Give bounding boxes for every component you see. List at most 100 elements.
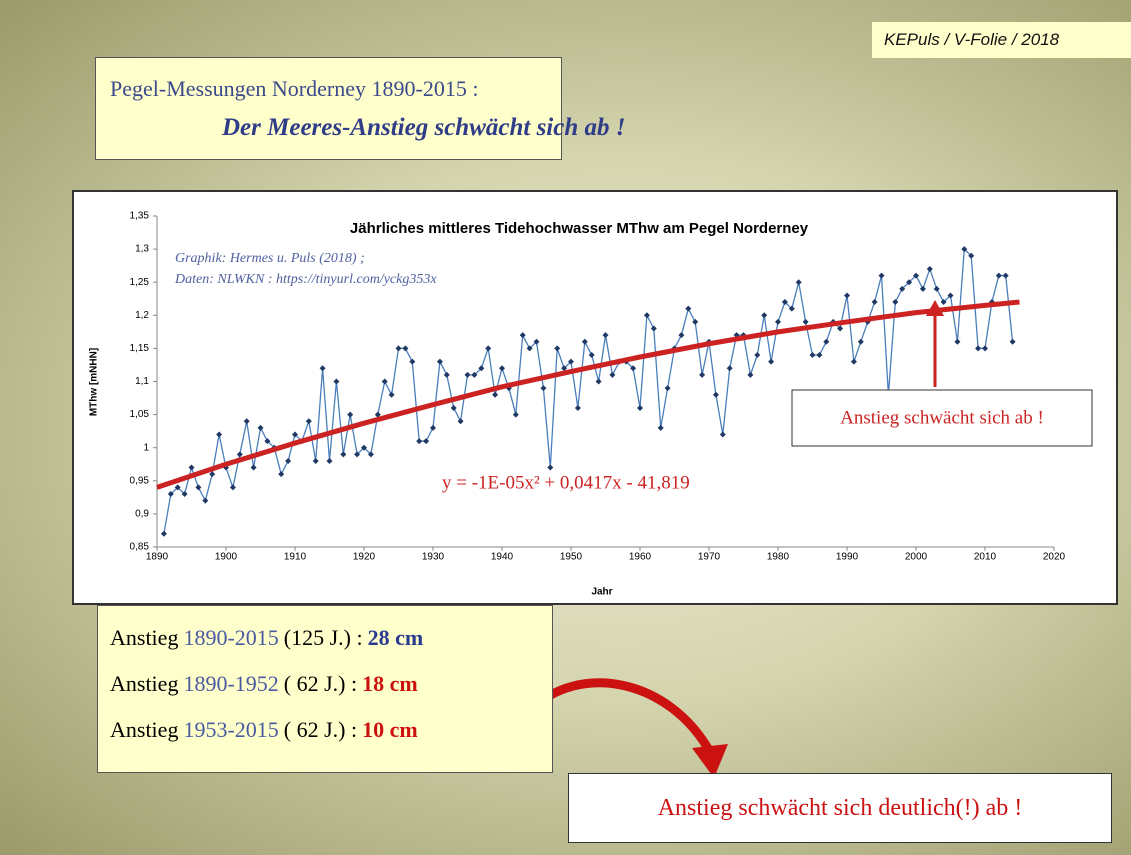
data-point	[837, 325, 844, 332]
data-point	[878, 272, 885, 279]
data-point	[678, 332, 685, 339]
y-tick-label: 0,85	[130, 542, 150, 553]
x-tick-label: 1910	[284, 552, 307, 563]
chart: Jährliches mittleres Tidehochwasser MThw…	[89, 211, 1093, 598]
data-point	[340, 451, 347, 458]
title-line: Pegel-Messungen Norderney 1890-2015 :	[110, 76, 479, 101]
y-tick-label: 1,05	[130, 409, 150, 420]
data-point	[781, 299, 788, 306]
data-point	[381, 378, 388, 385]
data-point	[954, 338, 961, 345]
data-point	[816, 352, 823, 359]
summary-part: Anstieg	[110, 671, 179, 696]
data-point	[264, 438, 271, 445]
data-point	[788, 305, 795, 312]
data-point	[209, 471, 216, 478]
data-point	[595, 378, 602, 385]
data-point	[540, 385, 547, 392]
summary-row: Anstieg 1953-2015( 62 J.) :10 cm	[110, 708, 552, 754]
y-tick-label: 1,1	[135, 376, 149, 387]
data-point	[367, 451, 374, 458]
data-point	[257, 424, 264, 431]
x-axis-label: Jahr	[591, 587, 612, 598]
summary-part: ( 62 J.) :	[283, 671, 358, 696]
data-point	[395, 345, 402, 352]
data-point	[982, 345, 988, 352]
data-point	[650, 325, 657, 332]
data-point	[319, 365, 326, 372]
y-tick-label: 1,3	[135, 244, 149, 255]
data-point	[1009, 338, 1016, 345]
data-point	[361, 444, 367, 451]
data-point	[409, 358, 416, 365]
data-point	[795, 279, 802, 286]
data-point	[181, 491, 188, 498]
data-point	[195, 484, 202, 491]
data-point	[167, 491, 174, 498]
data-point	[478, 365, 485, 372]
data-point	[871, 299, 878, 306]
annotation: Anstieg schwächt sich ab !	[840, 407, 1044, 428]
data-point	[326, 457, 333, 464]
x-tick-label: 2010	[974, 552, 997, 563]
data-point	[285, 457, 292, 464]
equation: y = -1E-05x² + 0,0417x - 41,819	[442, 472, 690, 493]
data-point	[354, 451, 361, 458]
data-point	[588, 352, 595, 359]
summary-box: Anstieg 1890-2015 (125 J.) :28 cm Anstieg 18…	[97, 605, 553, 773]
data-point	[347, 411, 354, 418]
data-point	[416, 438, 423, 445]
summary-part: 1953-2015	[183, 717, 279, 742]
data-point	[892, 299, 899, 306]
data-point	[216, 431, 223, 438]
data-point	[229, 484, 236, 491]
data-point	[637, 404, 643, 411]
data-point	[726, 365, 733, 372]
data-point	[547, 464, 554, 471]
x-tick-label: 1890	[146, 552, 169, 563]
data-point	[857, 338, 864, 345]
data-point	[775, 318, 781, 325]
data-point	[802, 318, 809, 325]
summary-part: ( 62 J.) :	[283, 717, 358, 742]
data-point	[664, 385, 671, 392]
x-tick-label: 2020	[1043, 552, 1066, 563]
data-point	[512, 411, 519, 418]
data-point	[471, 371, 478, 378]
x-tick-label: 2000	[905, 552, 928, 563]
credit: Graphik: Hermes u. Puls (2018) ;	[175, 251, 365, 266]
data-point	[464, 371, 471, 378]
y-tick-label: 1,15	[130, 343, 150, 354]
y-tick-label: 1	[143, 442, 149, 453]
data-point	[947, 292, 954, 299]
data-point	[568, 358, 574, 365]
annotation-box	[791, 389, 1093, 447]
data-point	[1002, 272, 1009, 279]
data-point	[278, 471, 285, 478]
data-point	[243, 418, 250, 425]
curved-arrow	[523, 678, 715, 757]
y-tick-label: 0,95	[130, 475, 150, 486]
data-point	[864, 318, 871, 325]
data-point	[609, 371, 616, 378]
data-point	[423, 438, 430, 445]
x-tick-label: 1920	[353, 552, 376, 563]
x-tick-label: 1980	[767, 552, 790, 563]
summary-part: 1890-2015	[183, 625, 279, 650]
data-point	[630, 365, 637, 372]
data-point	[754, 352, 761, 359]
data-point	[906, 279, 913, 286]
summary-row: Anstieg 1890-2015 (125 J.) :28 cm	[110, 616, 552, 662]
data-point	[554, 345, 561, 352]
x-tick-label: 1950	[560, 552, 583, 563]
conclusion: Anstieg schwächt sich deutlich(!) ab !	[568, 773, 1112, 843]
data-point	[699, 371, 706, 378]
data-point	[188, 464, 195, 471]
data-point	[526, 345, 533, 352]
data-line	[163, 247, 1014, 534]
trend-line	[156, 299, 1020, 490]
data-point	[844, 292, 850, 299]
data-point	[850, 358, 857, 365]
x-tick-label: 1930	[422, 552, 445, 563]
